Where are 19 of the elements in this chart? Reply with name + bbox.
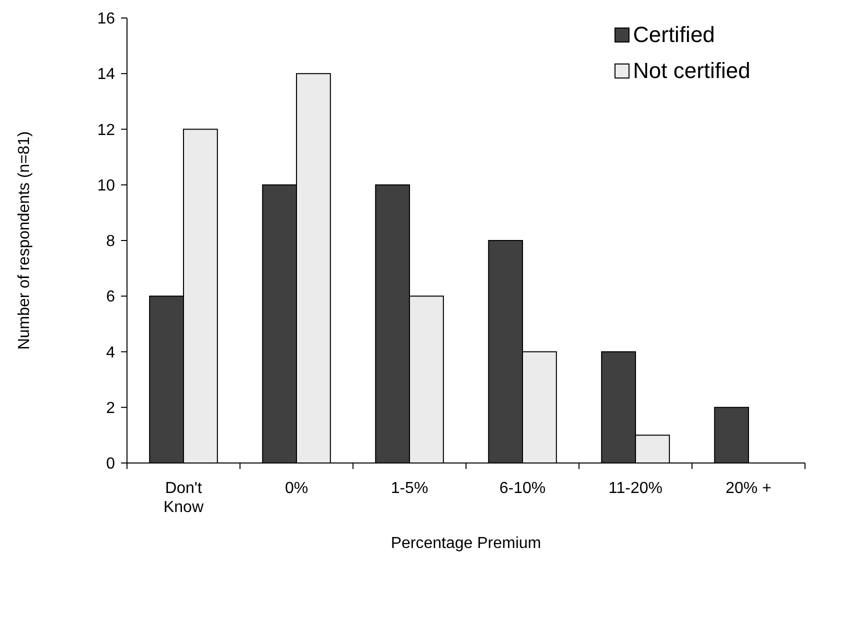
x-tick-label: 20% + bbox=[726, 480, 772, 497]
legend-label: Certified bbox=[633, 22, 715, 47]
y-tick-label: 0 bbox=[106, 456, 116, 473]
y-tick-label: 8 bbox=[106, 233, 116, 250]
y-axis-title: Number of respondents (n=81) bbox=[16, 131, 33, 350]
y-tick-label: 16 bbox=[97, 10, 116, 28]
x-tick-label: 6-10% bbox=[499, 480, 546, 497]
x-tick-label: 11-20% bbox=[608, 480, 662, 497]
y-tick-label: 4 bbox=[106, 344, 116, 362]
y-tick-label: 14 bbox=[97, 66, 116, 84]
y-tick-label: 6 bbox=[106, 288, 116, 306]
y-tick-label: 12 bbox=[97, 122, 116, 139]
legend-label: Not certified bbox=[633, 58, 750, 83]
y-tick-label: 2 bbox=[106, 400, 116, 417]
x-tick-label: Don't Know bbox=[163, 480, 204, 516]
x-axis-title: Percentage Premium bbox=[390, 535, 542, 552]
y-tick-label: 10 bbox=[97, 177, 116, 194]
x-tick-label: 1-5% bbox=[390, 480, 428, 497]
x-tick-label: 0% bbox=[284, 480, 308, 497]
